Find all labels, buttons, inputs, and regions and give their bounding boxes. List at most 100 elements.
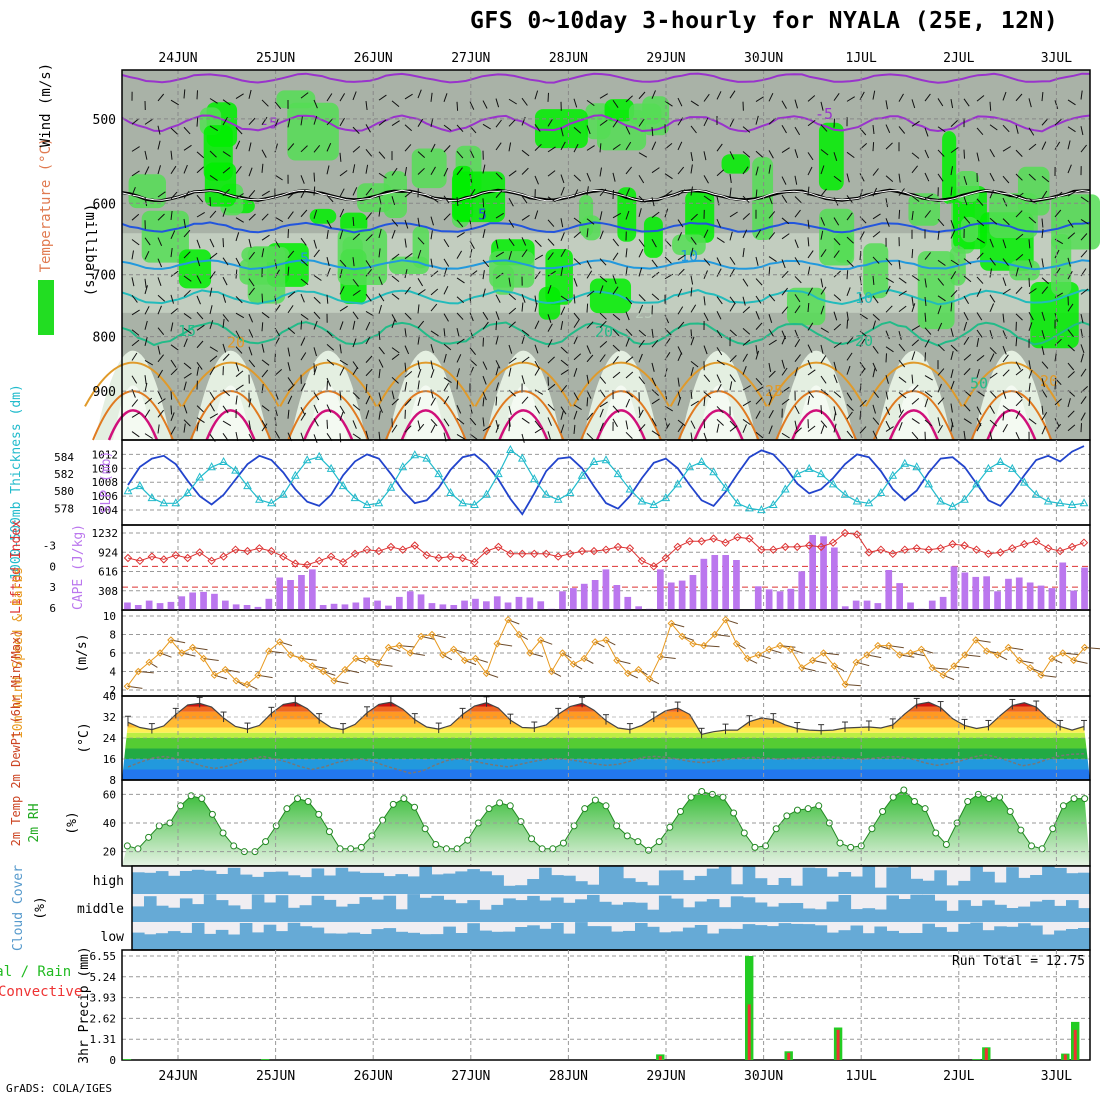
wind-barb <box>209 287 213 297</box>
wind-barb <box>950 289 958 298</box>
wind-barb <box>716 268 722 277</box>
wind-barb <box>144 278 147 288</box>
wind-barb <box>1015 233 1024 241</box>
lifted-index-marker <box>709 534 718 543</box>
wind-barb <box>365 410 370 420</box>
wind-barb <box>300 407 306 416</box>
cloud-cell <box>970 866 983 894</box>
wind-barb <box>222 318 225 328</box>
rh-marker <box>262 838 270 846</box>
lifted-index-marker <box>757 545 766 554</box>
thickness-marker <box>1007 463 1017 472</box>
cloud-cell <box>383 895 397 922</box>
wind-barb <box>300 92 309 99</box>
precip-tick-label: 6.55 <box>90 950 117 963</box>
wind-barb <box>534 360 540 370</box>
wind-barb <box>521 302 524 312</box>
wind-barb <box>482 397 485 407</box>
wind-barb <box>495 321 498 331</box>
cape-bar <box>983 576 990 611</box>
thickness-marker <box>350 493 360 502</box>
wind-barb <box>989 405 995 414</box>
precip-total-bar <box>122 1059 132 1060</box>
wind-barb <box>248 238 252 248</box>
wind-barb <box>261 343 265 353</box>
lifted-index-marker <box>135 556 145 566</box>
wind-barb <box>157 409 164 418</box>
thickness-marker <box>804 463 814 472</box>
wind-barb <box>534 143 542 151</box>
cloud-cell <box>167 931 181 950</box>
wind-barb <box>508 405 512 415</box>
wind-barb <box>807 186 810 196</box>
contour-35 <box>888 409 939 441</box>
wind-barb <box>495 119 502 128</box>
wind-barb <box>404 425 412 433</box>
wind-barb <box>586 321 594 329</box>
rh-marker <box>368 832 376 840</box>
wind-barb <box>313 320 318 330</box>
wind-speed-marker <box>134 667 143 676</box>
cloud-cell <box>670 870 684 894</box>
wind-barb <box>391 314 397 323</box>
wind-barb <box>391 120 400 126</box>
cloud-cell <box>982 871 995 894</box>
wind-barb <box>482 164 486 174</box>
cape-bar <box>667 582 675 610</box>
wind-barb <box>456 277 465 284</box>
wind-barb-10m <box>942 674 955 681</box>
cape-bar <box>820 536 827 611</box>
wind-speed-marker <box>286 651 295 659</box>
cloud-cell <box>551 923 564 950</box>
rh-marker <box>921 805 929 813</box>
wind-barb <box>417 237 425 245</box>
wind-barb <box>911 384 919 392</box>
wind-barb <box>144 118 153 125</box>
wind-barb <box>547 383 556 391</box>
cloud-cell <box>419 897 432 922</box>
wind-barb <box>976 152 980 162</box>
wind-barb <box>846 173 850 183</box>
wind-speed-marker <box>1015 656 1024 665</box>
wind-barb <box>287 384 295 392</box>
wind-barb <box>833 152 838 161</box>
wind-speed-marker <box>1048 654 1056 663</box>
thickness-marker <box>924 479 934 488</box>
rh-moist-patch <box>1009 260 1040 281</box>
rh-marker <box>432 841 440 848</box>
thickness-marker <box>661 493 671 502</box>
wind-barb <box>157 213 165 221</box>
cloud-cell <box>658 895 672 922</box>
wind-barb <box>924 149 930 159</box>
lifted-index-marker <box>685 537 694 546</box>
rh-marker <box>889 793 897 801</box>
wind-barb <box>768 256 777 263</box>
wind-barb <box>742 385 751 391</box>
wind-barb <box>144 360 154 366</box>
cloud-cell <box>383 876 397 894</box>
wind-barb <box>768 211 776 219</box>
wind-barb <box>1067 398 1071 408</box>
cloud-cell <box>742 897 756 922</box>
wind-speed-marker <box>972 636 980 644</box>
wind-barb <box>937 424 944 434</box>
wind-barb <box>846 392 853 401</box>
cloud-cell <box>335 933 349 950</box>
cloud-cell <box>886 867 899 894</box>
wind-barb <box>703 93 710 102</box>
wind-barb <box>378 94 387 101</box>
wind-barb <box>339 391 342 401</box>
wind-speed-marker <box>667 619 676 628</box>
wind-barb <box>859 426 867 434</box>
wind-barb <box>469 312 474 322</box>
thickness-marker <box>757 505 766 514</box>
cloud-cell <box>611 904 624 922</box>
rh-moist-patch <box>604 99 635 122</box>
wind-barb <box>755 166 759 176</box>
wind-speed-marker <box>689 640 697 648</box>
lifted-index-marker <box>314 556 324 566</box>
wind-barb <box>781 124 787 134</box>
cloud-cell <box>635 881 648 894</box>
wind-barb <box>612 313 621 321</box>
wind-barb <box>963 98 970 107</box>
